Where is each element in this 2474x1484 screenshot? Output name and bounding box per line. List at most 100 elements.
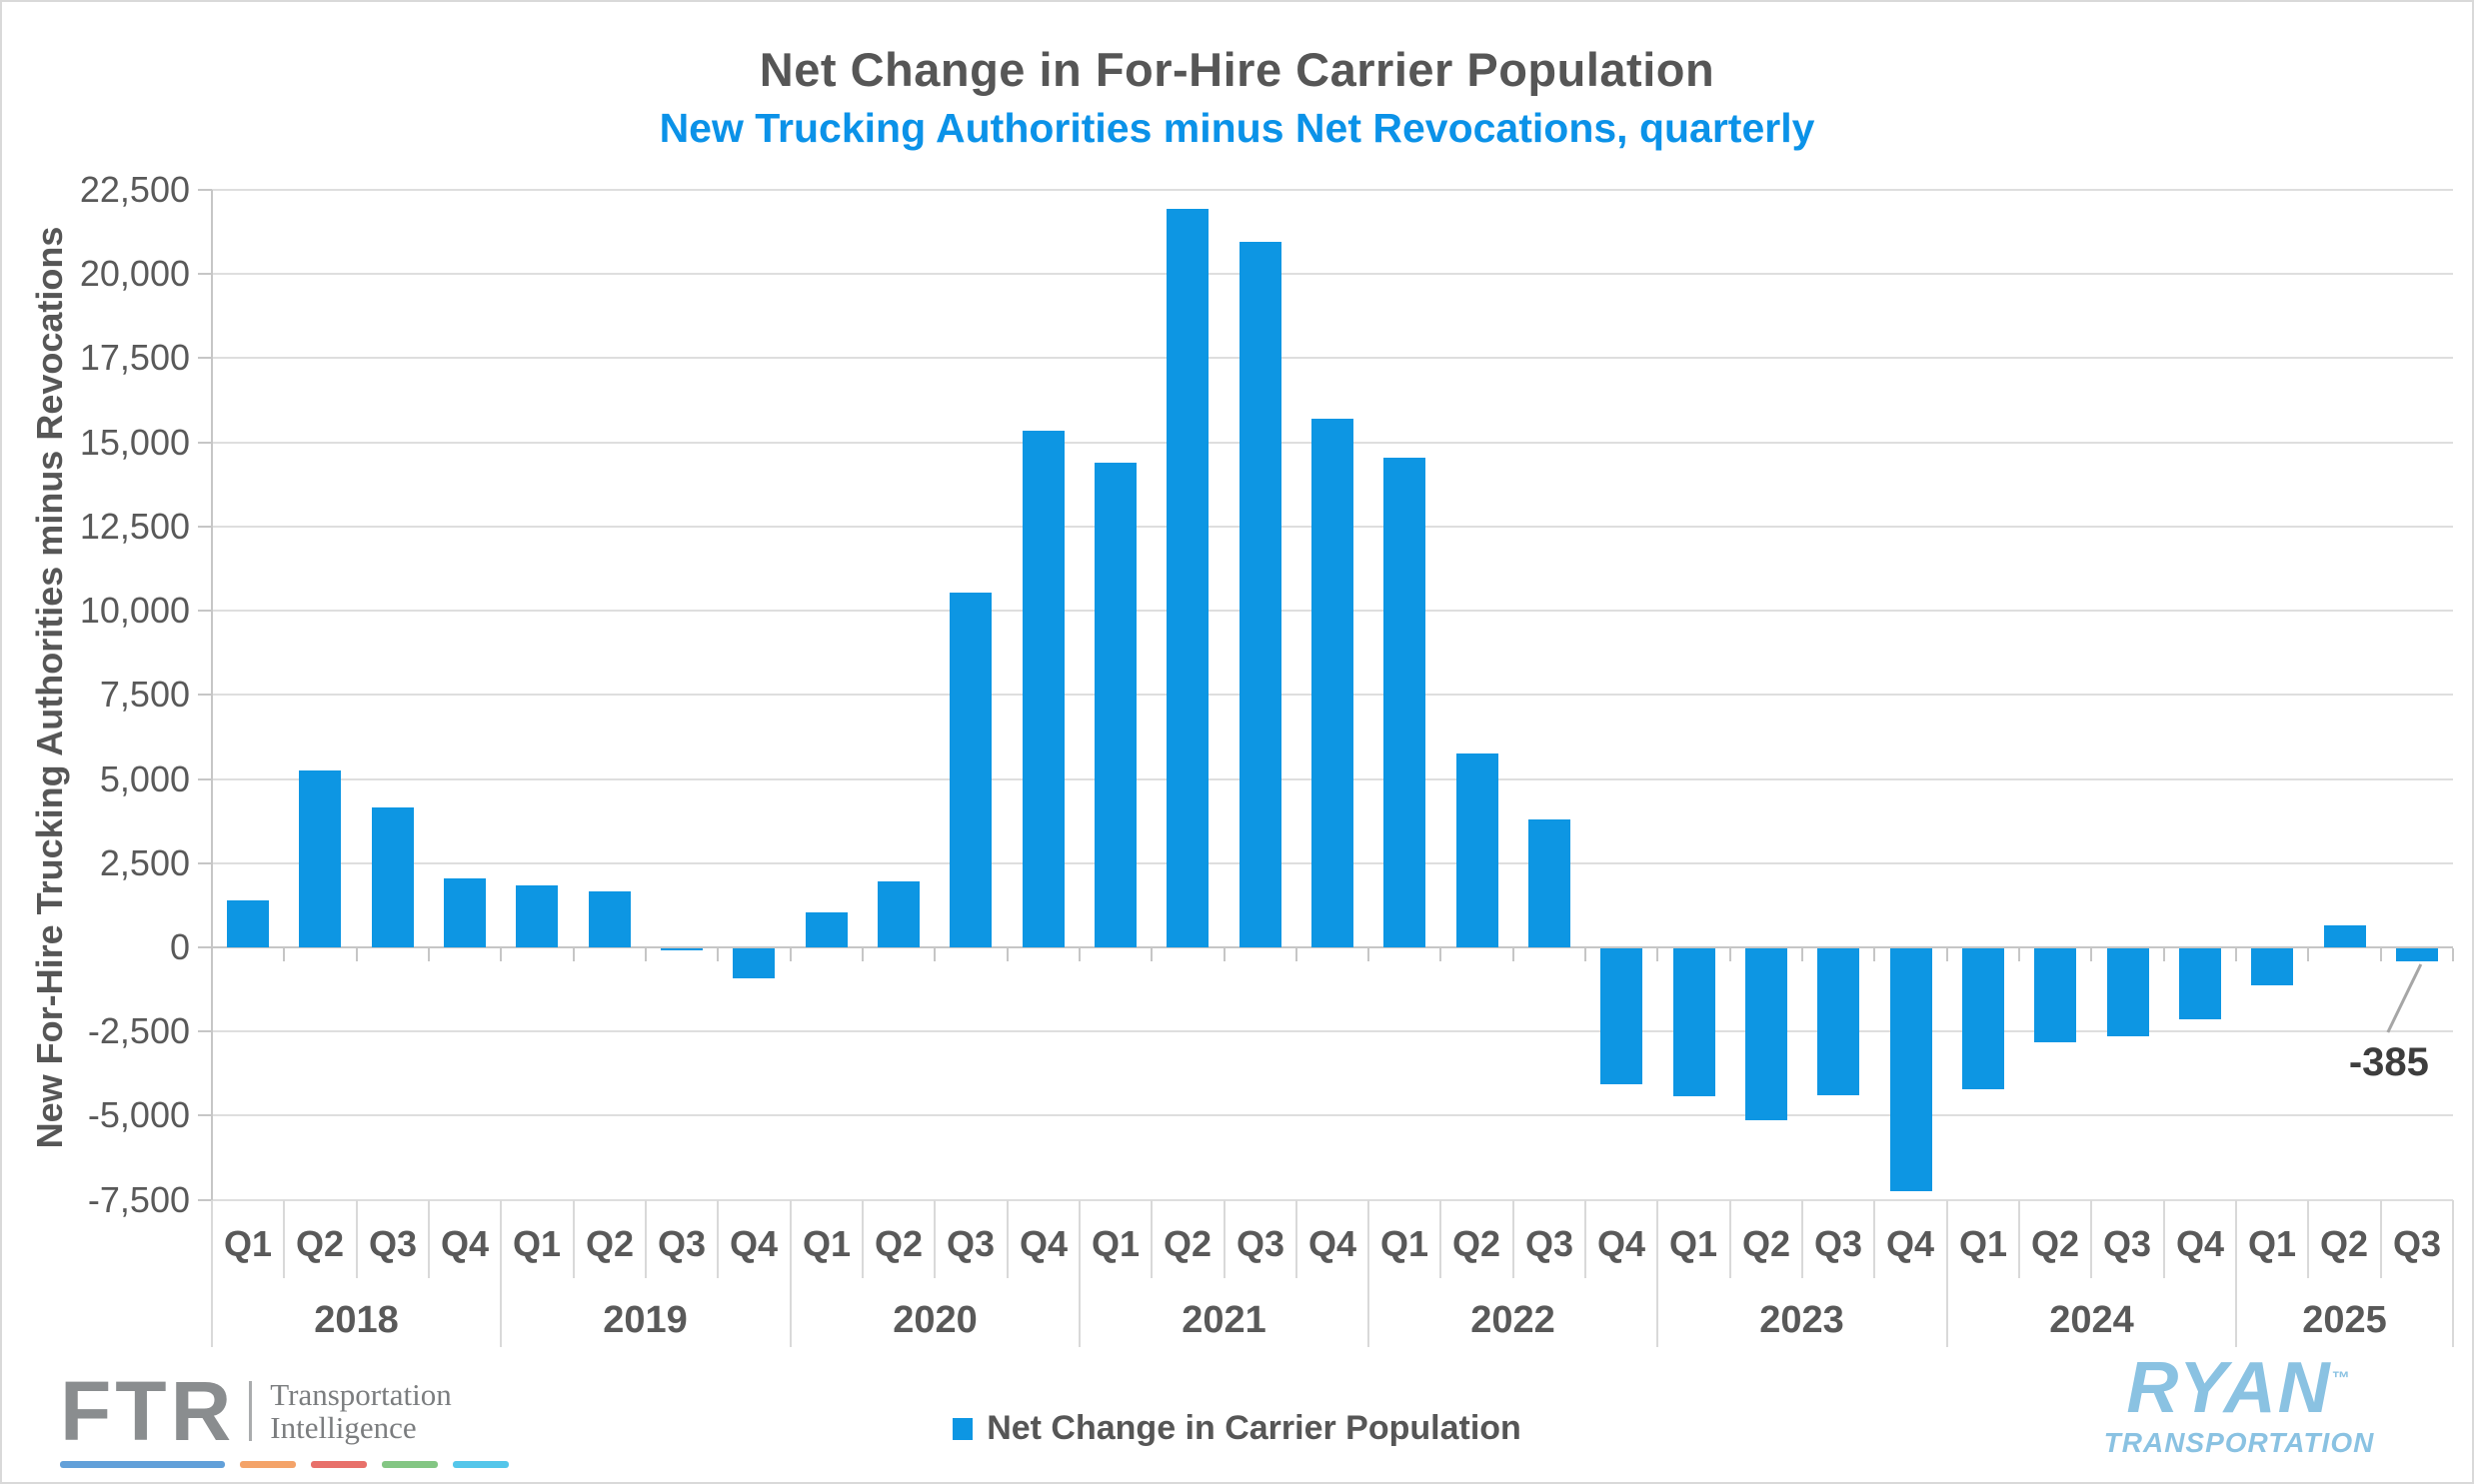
bar-2025-Q3 bbox=[2396, 948, 2438, 961]
gridline bbox=[212, 357, 2453, 360]
bar-2021-Q2 bbox=[1167, 208, 1209, 947]
category-axis-tick bbox=[2163, 948, 2165, 961]
x-axis-year-label: 2022 bbox=[1470, 1299, 1555, 1341]
annotation-label: -385 bbox=[2348, 1039, 2429, 1084]
quarter-separator bbox=[2307, 1200, 2309, 1278]
ftr-logo-dashes bbox=[60, 1461, 509, 1468]
x-axis-year-label: 2024 bbox=[2049, 1299, 2134, 1341]
quarter-separator bbox=[2018, 1200, 2020, 1278]
quarter-separator bbox=[283, 1200, 285, 1278]
quarter-separator bbox=[1512, 1200, 1514, 1278]
x-axis-quarter-label: Q1 bbox=[1668, 1223, 1718, 1264]
x-axis-quarter-label: Q4 bbox=[729, 1223, 779, 1264]
bar-2022-Q1 bbox=[1383, 457, 1425, 947]
bar-2023-Q4 bbox=[1890, 948, 1932, 1191]
x-axis-quarter-label: Q4 bbox=[2175, 1223, 2225, 1264]
bar-2020-Q2 bbox=[878, 881, 920, 947]
ftr-dash-2 bbox=[240, 1461, 296, 1468]
x-axis-quarter-label: Q1 bbox=[223, 1223, 273, 1264]
category-axis-tick bbox=[428, 948, 430, 961]
y-axis-tick bbox=[198, 610, 212, 613]
gridline bbox=[212, 1114, 2453, 1117]
x-axis-quarter-label: Q4 bbox=[440, 1223, 490, 1264]
y-axis-tick-label: -5,000 bbox=[87, 1094, 190, 1136]
quarter-separator bbox=[428, 1200, 430, 1278]
bar-2019-Q2 bbox=[589, 891, 631, 947]
x-axis-quarter-label: Q2 bbox=[2030, 1223, 2080, 1264]
x-axis-quarter-label: Q1 bbox=[802, 1223, 852, 1264]
year-separator bbox=[211, 1200, 213, 1347]
quarter-separator bbox=[1295, 1200, 1297, 1278]
category-axis-tick bbox=[356, 948, 358, 961]
ftr-dash-4 bbox=[382, 1461, 438, 1468]
category-axis-tick bbox=[2235, 948, 2237, 961]
ftr-logo-text: FTR bbox=[60, 1364, 236, 1458]
ryan-logo-text: RYAN™ bbox=[2079, 1343, 2399, 1424]
category-axis-tick bbox=[2380, 948, 2382, 961]
y-axis-tick-label: -7,500 bbox=[87, 1178, 190, 1220]
quarter-separator bbox=[1873, 1200, 1875, 1278]
category-axis-tick bbox=[1224, 948, 1226, 961]
year-separator bbox=[1367, 1200, 1369, 1347]
category-axis-tick bbox=[1656, 948, 1658, 961]
category-axis-tick bbox=[1367, 948, 1369, 961]
category-axis-tick bbox=[790, 948, 792, 961]
x-axis-quarter-label: Q2 bbox=[2319, 1223, 2369, 1264]
y-axis-tick-label: -2,500 bbox=[87, 1010, 190, 1052]
category-axis-tick bbox=[1079, 948, 1081, 961]
x-axis-quarter-label: Q3 bbox=[1236, 1223, 1285, 1264]
category-axis-tick bbox=[1584, 948, 1586, 961]
ftr-logo: FTR Transportation Intelligence bbox=[60, 1364, 509, 1468]
x-axis-quarter-label: Q1 bbox=[1379, 1223, 1429, 1264]
quarter-separator bbox=[1007, 1200, 1009, 1278]
x-axis-year-label: 2021 bbox=[1182, 1299, 1266, 1341]
x-axis-quarter-label: Q4 bbox=[1596, 1223, 1646, 1264]
category-axis-tick bbox=[2090, 948, 2092, 961]
x-axis-quarter-label: Q3 bbox=[657, 1223, 707, 1264]
x-axis-quarter-label: Q2 bbox=[1451, 1223, 1501, 1264]
y-axis-tick-label: 5,000 bbox=[99, 757, 190, 799]
bar-2021-Q4 bbox=[1311, 419, 1353, 947]
bar-2019-Q1 bbox=[516, 884, 558, 947]
bar-2019-Q4 bbox=[733, 948, 775, 979]
bar-2020-Q4 bbox=[1023, 430, 1065, 947]
x-axis-year-label: 2023 bbox=[1759, 1299, 1844, 1341]
y-axis-tick-label: 2,500 bbox=[99, 841, 190, 883]
category-axis-tick bbox=[283, 948, 285, 961]
year-separator bbox=[1079, 1200, 1081, 1347]
chart-title: Net Change in For-Hire Carrier Populatio… bbox=[759, 43, 1715, 96]
y-axis-tick bbox=[198, 441, 212, 444]
ryan-logo-tagline: TRANSPORTATION bbox=[2103, 1427, 2375, 1458]
year-separator bbox=[790, 1200, 792, 1347]
bar-2023-Q2 bbox=[1745, 948, 1787, 1120]
y-axis-tick-label: 12,500 bbox=[79, 505, 190, 547]
quarter-separator bbox=[1439, 1200, 1441, 1278]
y-axis-tick bbox=[198, 357, 212, 360]
bar-2025-Q2 bbox=[2324, 925, 2366, 947]
year-separator bbox=[2452, 1200, 2454, 1347]
category-axis-tick bbox=[2452, 948, 2454, 961]
quarter-separator bbox=[2090, 1200, 2092, 1278]
bar-2021-Q3 bbox=[1239, 242, 1281, 947]
y-axis-tick bbox=[198, 525, 212, 528]
ryan-trademark-icon: ™ bbox=[2331, 1368, 2352, 1388]
ftr-dash-3 bbox=[311, 1461, 367, 1468]
bar-2018-Q3 bbox=[372, 807, 414, 947]
category-axis-tick bbox=[1007, 948, 1009, 961]
bar-2024-Q3 bbox=[2107, 948, 2149, 1036]
category-axis-tick bbox=[1439, 948, 1441, 961]
category-axis-tick bbox=[1512, 948, 1514, 961]
gridline bbox=[212, 273, 2453, 276]
x-axis-quarter-label: Q4 bbox=[1019, 1223, 1069, 1264]
ryan-name-text: RYAN bbox=[2126, 1348, 2332, 1428]
x-axis-quarter-label: Q3 bbox=[368, 1223, 418, 1264]
quarter-separator bbox=[1801, 1200, 1803, 1278]
y-axis-tick bbox=[198, 946, 212, 948]
ftr-tagline-line1: Transportation bbox=[270, 1377, 452, 1412]
gridline bbox=[212, 189, 2453, 191]
ryan-logo: RYAN™ TRANSPORTATION bbox=[2079, 1343, 2399, 1459]
bar-2023-Q3 bbox=[1817, 948, 1859, 1095]
y-axis-tick bbox=[198, 861, 212, 864]
bar-2020-Q1 bbox=[806, 911, 848, 947]
category-axis-tick bbox=[1729, 948, 1731, 961]
